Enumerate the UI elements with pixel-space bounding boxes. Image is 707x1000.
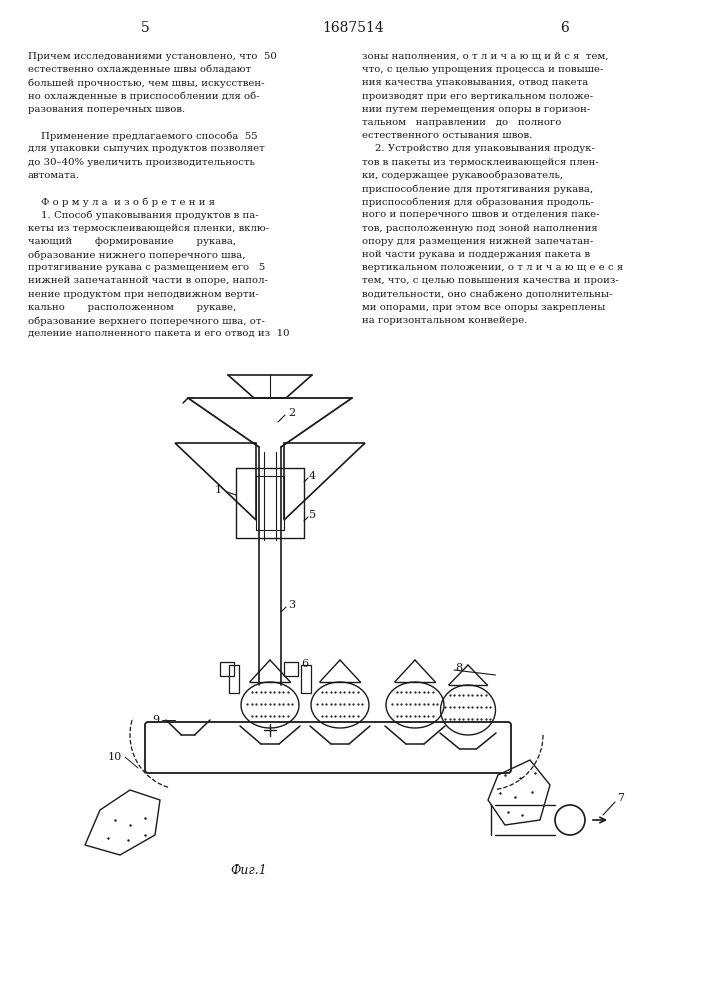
Text: ки, содержащее рукавообразователь,: ки, содержащее рукавообразователь, <box>362 171 563 180</box>
Text: образование верхнего поперечного шва, от-: образование верхнего поперечного шва, от… <box>28 316 265 326</box>
Text: 5: 5 <box>309 510 316 520</box>
Bar <box>284 662 298 676</box>
Text: 6: 6 <box>561 21 569 35</box>
Text: нии путем перемещения опоры в горизон-: нии путем перемещения опоры в горизон- <box>362 105 590 114</box>
Text: Ф о р м у л а  и з о б р е т е н и я: Ф о р м у л а и з о б р е т е н и я <box>28 197 215 207</box>
Text: ного и поперечного швов и отделения паке-: ного и поперечного швов и отделения паке… <box>362 210 600 219</box>
Text: 3: 3 <box>288 600 295 610</box>
Text: зоны наполнения, о т л и ч а ю щ и й с я  тем,: зоны наполнения, о т л и ч а ю щ и й с я… <box>362 52 609 61</box>
Text: 6: 6 <box>301 659 308 669</box>
Text: нижней запечатанной части в опоре, напол-: нижней запечатанной части в опоре, напол… <box>28 276 268 285</box>
Bar <box>220 662 234 676</box>
Text: ной части рукава и поддержания пакета в: ной части рукава и поддержания пакета в <box>362 250 590 259</box>
Text: 1. Способ упаковывания продуктов в па-: 1. Способ упаковывания продуктов в па- <box>28 210 259 220</box>
Text: протягивание рукава с размещением его   5: протягивание рукава с размещением его 5 <box>28 263 265 272</box>
Text: производят при его вертикальном положе-: производят при его вертикальном положе- <box>362 92 593 101</box>
Text: 9: 9 <box>152 715 159 725</box>
Text: естественно охлажденные швы обладают: естественно охлажденные швы обладают <box>28 65 251 74</box>
Text: большей прочностью, чем швы, искусствен-: большей прочностью, чем швы, искусствен- <box>28 78 264 88</box>
Text: опору для размещения нижней запечатан-: опору для размещения нижней запечатан- <box>362 237 593 246</box>
Text: Причем исследованиями установлено, что  50: Причем исследованиями установлено, что 5… <box>28 52 276 61</box>
Text: Фиг.1: Фиг.1 <box>230 863 267 876</box>
Text: Применение предлагаемого способа  55: Применение предлагаемого способа 55 <box>28 131 257 141</box>
Text: 2. Устройство для упаковывания продук-: 2. Устройство для упаковывания продук- <box>362 144 595 153</box>
Text: тальном   направлении   до   полного: тальном направлении до полного <box>362 118 561 127</box>
Text: что, с целью упрощения процесса и повыше-: что, с целью упрощения процесса и повыше… <box>362 65 603 74</box>
Text: кально       расположенном       рукаве,: кально расположенном рукаве, <box>28 303 236 312</box>
Bar <box>229 665 239 693</box>
Text: естественного остывания швов.: естественного остывания швов. <box>362 131 532 140</box>
Text: 8: 8 <box>455 663 462 673</box>
Text: 10: 10 <box>108 752 122 762</box>
Text: чающий       формирование       рукава,: чающий формирование рукава, <box>28 237 236 246</box>
Text: водительности, оно снабжено дополнительны-: водительности, оно снабжено дополнительн… <box>362 290 612 299</box>
Text: на горизонтальном конвейере.: на горизонтальном конвейере. <box>362 316 527 325</box>
Text: до 30–40% увеличить производительность: до 30–40% увеличить производительность <box>28 158 255 167</box>
Text: приспособления для образования продоль-: приспособления для образования продоль- <box>362 197 594 207</box>
Text: тем, что, с целью повышения качества и произ-: тем, что, с целью повышения качества и п… <box>362 276 619 285</box>
Text: 2: 2 <box>288 408 295 418</box>
Text: для упаковки сыпучих продуктов позволяет: для упаковки сыпучих продуктов позволяет <box>28 144 264 153</box>
Text: приспособление для протягивания рукава,: приспособление для протягивания рукава, <box>362 184 593 194</box>
Text: ми опорами, при этом все опоры закреплены: ми опорами, при этом все опоры закреплен… <box>362 303 605 312</box>
Text: но охлажденные в приспособлении для об-: но охлажденные в приспособлении для об- <box>28 92 259 101</box>
Text: деление наполненного пакета и его отвод из  10: деление наполненного пакета и его отвод … <box>28 329 289 338</box>
Text: 7: 7 <box>617 793 624 803</box>
Text: образование нижнего поперечного шва,: образование нижнего поперечного шва, <box>28 250 245 259</box>
Text: автомата.: автомата. <box>28 171 80 180</box>
Text: тов, расположенную под зоной наполнения: тов, расположенную под зоной наполнения <box>362 224 597 233</box>
Text: 5: 5 <box>141 21 149 35</box>
Text: кеты из термосклеивающейся пленки, вклю-: кеты из термосклеивающейся пленки, вклю- <box>28 224 269 233</box>
Text: разования поперечных швов.: разования поперечных швов. <box>28 105 185 114</box>
Text: ния качества упаковывания, отвод пакета: ния качества упаковывания, отвод пакета <box>362 78 588 87</box>
Text: 1: 1 <box>215 485 222 495</box>
Text: тов в пакеты из термосклеивающейся плен-: тов в пакеты из термосклеивающейся плен- <box>362 158 599 167</box>
Bar <box>301 665 311 693</box>
Text: нение продуктом при неподвижном верти-: нение продуктом при неподвижном верти- <box>28 290 259 299</box>
Text: вертикальном положении, о т л и ч а ю щ е е с я: вертикальном положении, о т л и ч а ю щ … <box>362 263 623 272</box>
Text: 1687514: 1687514 <box>322 21 384 35</box>
Text: 4: 4 <box>309 471 316 481</box>
